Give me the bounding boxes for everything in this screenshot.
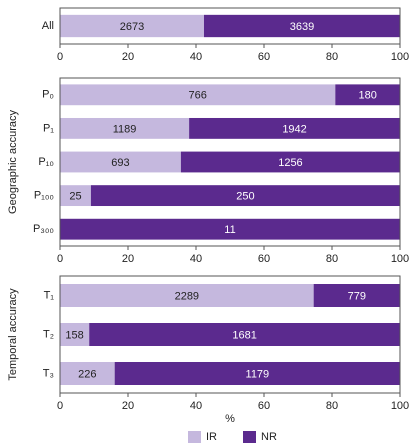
bar-segment (60, 185, 91, 207)
bar-segment (60, 151, 181, 173)
y-axis-label: Geographic accuracy (7, 110, 19, 214)
x-axis-label: % (225, 413, 235, 425)
value-label: 1681 (232, 329, 256, 341)
x-tick-label: 60 (258, 253, 270, 265)
x-tick-label: 40 (190, 51, 202, 63)
x-tick-label: 80 (326, 253, 338, 265)
bar-segment (60, 362, 115, 385)
bar-segment (180, 151, 400, 173)
bar-segment (313, 284, 400, 307)
value-label: 158 (65, 329, 83, 341)
bar-segment (60, 218, 400, 240)
value-label: 693 (111, 157, 129, 169)
value-label: 2673 (120, 21, 144, 33)
bar-segment (60, 284, 314, 307)
panel-frame (59, 7, 401, 45)
bar-segment (189, 117, 400, 139)
x-tick-label: 100 (391, 51, 409, 63)
category-label: T₃ (43, 367, 54, 379)
x-tick-label: 0 (57, 51, 63, 63)
bar-segment (60, 323, 90, 346)
bar-segment (114, 362, 400, 385)
x-tick-label: 40 (190, 253, 202, 265)
panel-frame (59, 275, 401, 394)
bar-segment (335, 84, 400, 106)
bar-segment (60, 117, 190, 139)
category-label: P₁₀₀ (34, 190, 54, 202)
category-label: T₂ (43, 328, 54, 340)
category-label: P₁₀ (38, 156, 54, 168)
panel-frame (59, 77, 401, 247)
x-tick-label: 40 (190, 400, 202, 412)
x-tick-label: 60 (258, 400, 270, 412)
x-tick-label: 80 (326, 51, 338, 63)
category-label: All (42, 20, 54, 32)
value-label: 2289 (175, 290, 199, 302)
legend-label: IR (206, 431, 217, 443)
bar-segment (203, 14, 400, 38)
bar-segment (60, 84, 336, 106)
x-tick-label: 0 (57, 400, 63, 412)
category-label: P₁ (43, 122, 54, 134)
value-label: 1942 (282, 123, 306, 135)
value-label: 11 (224, 224, 235, 236)
value-label: 779 (348, 290, 366, 302)
x-tick-label: 20 (122, 51, 134, 63)
x-tick-label: 80 (326, 400, 338, 412)
value-label: 180 (358, 90, 376, 102)
value-label: 250 (236, 191, 254, 203)
x-tick-label: 100 (391, 400, 409, 412)
value-label: 3639 (290, 21, 314, 33)
value-label: 766 (188, 90, 206, 102)
y-axis-label: Temporal accuracy (7, 288, 19, 381)
x-tick-label: 20 (122, 400, 134, 412)
category-label: P₃₀₀ (33, 223, 54, 235)
bar-segment (60, 14, 204, 38)
x-tick-label: 20 (122, 253, 134, 265)
value-label: 25 (69, 191, 81, 203)
value-label: 1179 (246, 368, 270, 380)
value-label: 1256 (278, 157, 302, 169)
bar-segment (90, 185, 400, 207)
value-label: 1189 (113, 123, 137, 135)
legend-label: NR (261, 431, 277, 443)
x-tick-label: 0 (57, 253, 63, 265)
value-label: 226 (78, 368, 96, 380)
bar-segment (89, 323, 401, 346)
legend-swatch (243, 431, 256, 443)
x-tick-label: 60 (258, 51, 270, 63)
legend-swatch (188, 431, 201, 443)
category-label: P₀ (42, 89, 54, 101)
category-label: T₁ (44, 289, 55, 301)
x-tick-label: 100 (391, 253, 409, 265)
